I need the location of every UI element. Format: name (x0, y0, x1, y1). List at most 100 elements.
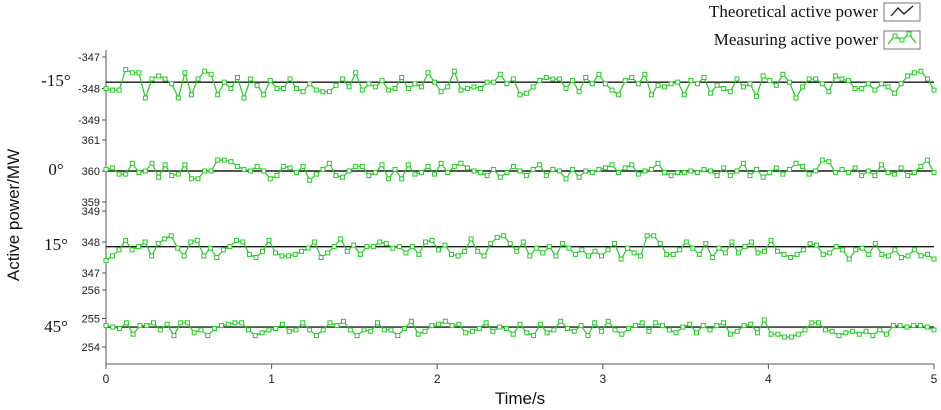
data-point (800, 163, 806, 169)
data-point (638, 253, 644, 259)
data-point (274, 86, 280, 91)
data-point (510, 331, 516, 337)
data-point (688, 78, 694, 84)
data-point (299, 248, 305, 254)
data-point (164, 321, 170, 327)
y-tick-label: 255 (82, 314, 100, 326)
data-point (681, 170, 687, 176)
data-point (533, 245, 539, 251)
data-point (129, 247, 135, 253)
y-tick-label: 348 (82, 237, 100, 249)
data-point (429, 237, 435, 243)
data-point (576, 174, 582, 180)
data-point (570, 166, 576, 172)
data-point (432, 79, 438, 85)
data-point (202, 68, 208, 74)
data-point (578, 323, 584, 329)
data-point (762, 248, 767, 254)
data-point (801, 247, 807, 253)
data-point (233, 237, 239, 243)
data-point (366, 81, 372, 87)
data-point (727, 173, 733, 179)
data-point (359, 163, 365, 169)
data-point (307, 177, 313, 183)
data-point (175, 245, 181, 251)
data-point (694, 170, 700, 176)
data-point (800, 84, 806, 90)
data-point (709, 255, 715, 260)
data-point (727, 89, 733, 95)
data-point (911, 323, 917, 329)
data-point (917, 323, 923, 329)
data-point (142, 239, 148, 245)
data-point (589, 170, 595, 176)
data-point (755, 330, 760, 336)
data-point (267, 78, 273, 84)
data-point (103, 166, 109, 172)
data-point (626, 326, 632, 331)
data-point (412, 81, 418, 87)
data-point (839, 76, 845, 82)
data-point (701, 75, 707, 80)
data-point (225, 321, 231, 327)
x-axis-title: Time/s (495, 389, 545, 408)
data-point (354, 333, 360, 339)
data-point (813, 168, 819, 174)
data-point (571, 328, 577, 334)
x-tick-label: 4 (765, 372, 772, 386)
data-point (312, 239, 318, 245)
data-point (618, 256, 624, 262)
data-point (820, 251, 826, 257)
legend-label-measured: Measuring active power (714, 30, 879, 49)
data-point (254, 82, 260, 88)
data-point (455, 253, 461, 259)
panel-label: 0° (48, 160, 63, 179)
data-point (307, 327, 313, 333)
data-point (320, 166, 326, 172)
x-tick-label: 1 (268, 372, 275, 386)
data-point (478, 170, 484, 176)
data-point (872, 241, 878, 247)
data-point (402, 326, 408, 331)
data-point (836, 333, 842, 339)
data-point (208, 168, 214, 174)
x-tick-label: 5 (931, 372, 938, 386)
data-point (795, 331, 801, 337)
data-point (325, 250, 331, 256)
data-point (305, 245, 311, 251)
data-point (688, 168, 694, 174)
data-point (631, 250, 637, 256)
data-point (721, 165, 727, 171)
data-point (201, 253, 207, 259)
data-point (293, 327, 299, 333)
data-point (313, 87, 319, 93)
data-point (136, 170, 142, 176)
data-point (648, 166, 654, 172)
data-point (768, 237, 774, 243)
data-point (194, 237, 200, 243)
data-point (266, 327, 272, 333)
data-point (722, 250, 728, 256)
data-point (696, 251, 702, 257)
y-axis-title: Active power/MW (4, 149, 23, 281)
data-point (662, 170, 668, 176)
data-point (383, 241, 389, 247)
data-point (162, 236, 168, 242)
data-point (755, 250, 761, 256)
panel-3: 256 255 254 45° (44, 285, 937, 354)
data-point (905, 173, 911, 179)
data-point (794, 251, 800, 257)
data-point (583, 168, 589, 174)
data-point (334, 323, 340, 329)
data-point (488, 241, 494, 247)
data-point (566, 245, 572, 251)
data-point (366, 173, 372, 179)
data-point (846, 170, 852, 176)
data-point (142, 95, 148, 101)
data-point (925, 251, 930, 257)
data-point (129, 160, 135, 166)
data-point (205, 333, 211, 339)
data-point (734, 76, 740, 82)
data-point (405, 86, 411, 91)
data-point (408, 318, 414, 324)
